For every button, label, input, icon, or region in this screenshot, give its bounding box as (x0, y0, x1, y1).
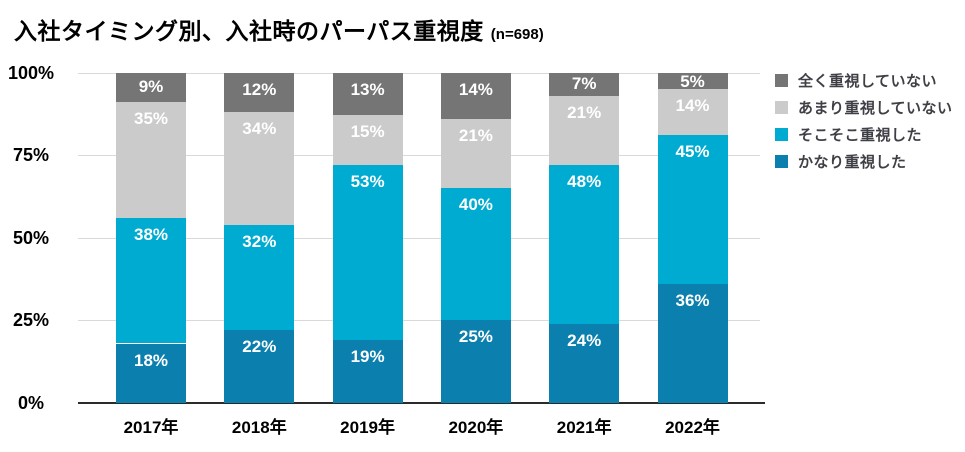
bar-value-label: 38% (133, 224, 169, 244)
bar-segment: 13% (332, 72, 403, 116)
bar-segment: 18% (116, 343, 186, 403)
legend-label: あまり重視していない (798, 99, 953, 117)
bar-segment: 21% (549, 95, 620, 166)
y-tick-label: 50% (12, 227, 50, 248)
y-tick-label: 25% (12, 310, 50, 331)
bar-segment: 25% (440, 320, 511, 403)
bar-value-label: 45% (675, 142, 710, 162)
legend-label: そこそこ重視した (798, 126, 923, 144)
x-category-label: 2019年 (340, 418, 395, 437)
bar-value-label: 18% (133, 350, 169, 370)
legend-swatch-icon (775, 73, 788, 87)
bar-value-label: 13% (350, 79, 385, 99)
y-tick-label: 75% (12, 145, 50, 166)
bar-segment: 38% (116, 217, 186, 344)
x-category-label: 2020年 (448, 418, 504, 437)
bar-value-label: 19% (350, 347, 385, 367)
bar-segment: 12% (224, 72, 295, 113)
bar-value-label: 34% (242, 119, 277, 139)
legend-item: かなり重視した (775, 154, 953, 171)
bar-value-label: 36% (675, 291, 710, 311)
bar-value-label: 22% (242, 337, 277, 357)
bar-segment: 15% (332, 115, 403, 166)
bar-segment: 40% (440, 188, 511, 321)
bar-value-label: 53% (350, 172, 385, 192)
legend-label: 全く重視していない (798, 72, 938, 90)
legend-item: そこそこ重視した (775, 127, 953, 144)
legend-label: かなり重視した (798, 153, 907, 171)
bar-segment: 36% (657, 284, 728, 403)
bar-value-label: 21% (458, 125, 493, 145)
legend-item: あまり重視していない (775, 100, 953, 117)
grid-line (78, 72, 760, 74)
y-tick-label: 0% (17, 393, 44, 413)
x-category-label: 2021年 (556, 418, 612, 437)
grid-line (78, 155, 760, 157)
bar-value-label: 32% (242, 231, 277, 251)
bar-value-label: 21% (567, 102, 602, 122)
bar-segment: 9% (116, 72, 186, 103)
bar-value-label: 7% (571, 74, 597, 94)
bar-segment: 32% (224, 224, 295, 331)
bar-segment: 24% (549, 323, 620, 403)
bar-value-label: 25% (458, 327, 493, 347)
legend-swatch-icon (775, 127, 788, 141)
x-category-label: 2018年 (231, 418, 287, 437)
chart-title-text: 入社タイミング別、入社時のパーパス重視度 (14, 18, 484, 44)
sample-size-label: (n=698) (490, 26, 544, 43)
bar-segment: 21% (440, 118, 511, 189)
bar-segment: 35% (116, 102, 186, 218)
bar-value-label: 24% (567, 330, 602, 350)
bar-segment: 34% (224, 112, 295, 225)
bar-value-label: 14% (458, 79, 493, 99)
bar-value-label: 5% (680, 71, 705, 91)
legend-swatch-icon (775, 100, 788, 114)
y-tick-label: 100% (7, 62, 55, 83)
bar-segment: 5% (657, 71, 728, 91)
bar-segment: 45% (657, 135, 728, 284)
bar-value-label: 35% (133, 109, 169, 129)
bar-segment: 19% (332, 340, 403, 403)
bar-segment: 7% (549, 72, 620, 96)
bar-segment: 48% (549, 165, 620, 324)
bar-segment: 22% (224, 330, 295, 403)
legend-item: 全く重視していない (775, 73, 953, 90)
bar-segment: 53% (332, 165, 403, 341)
bar-value-label: 15% (350, 122, 385, 142)
x-axis-line (78, 402, 765, 404)
chart-title: 入社タイミング別、入社時のパーパス重視度 (n=698) (14, 12, 544, 46)
bar-value-label: 48% (567, 172, 602, 192)
x-category-label: 2017年 (123, 418, 179, 437)
grid-line (78, 237, 760, 239)
bar-segment: 14% (657, 89, 728, 136)
bar-value-label: 14% (675, 96, 710, 116)
legend-swatch-icon (775, 154, 788, 168)
x-category-label: 2022年 (665, 418, 720, 437)
legend: 全く重視していない あまり重視していない そこそこ重視した かなり重視した (775, 73, 953, 171)
bar-value-label: 12% (242, 79, 277, 99)
bar-value-label: 40% (458, 195, 493, 215)
bar-value-label: 9% (138, 77, 164, 97)
grid-line (78, 320, 760, 322)
bar-segment: 14% (440, 72, 511, 119)
